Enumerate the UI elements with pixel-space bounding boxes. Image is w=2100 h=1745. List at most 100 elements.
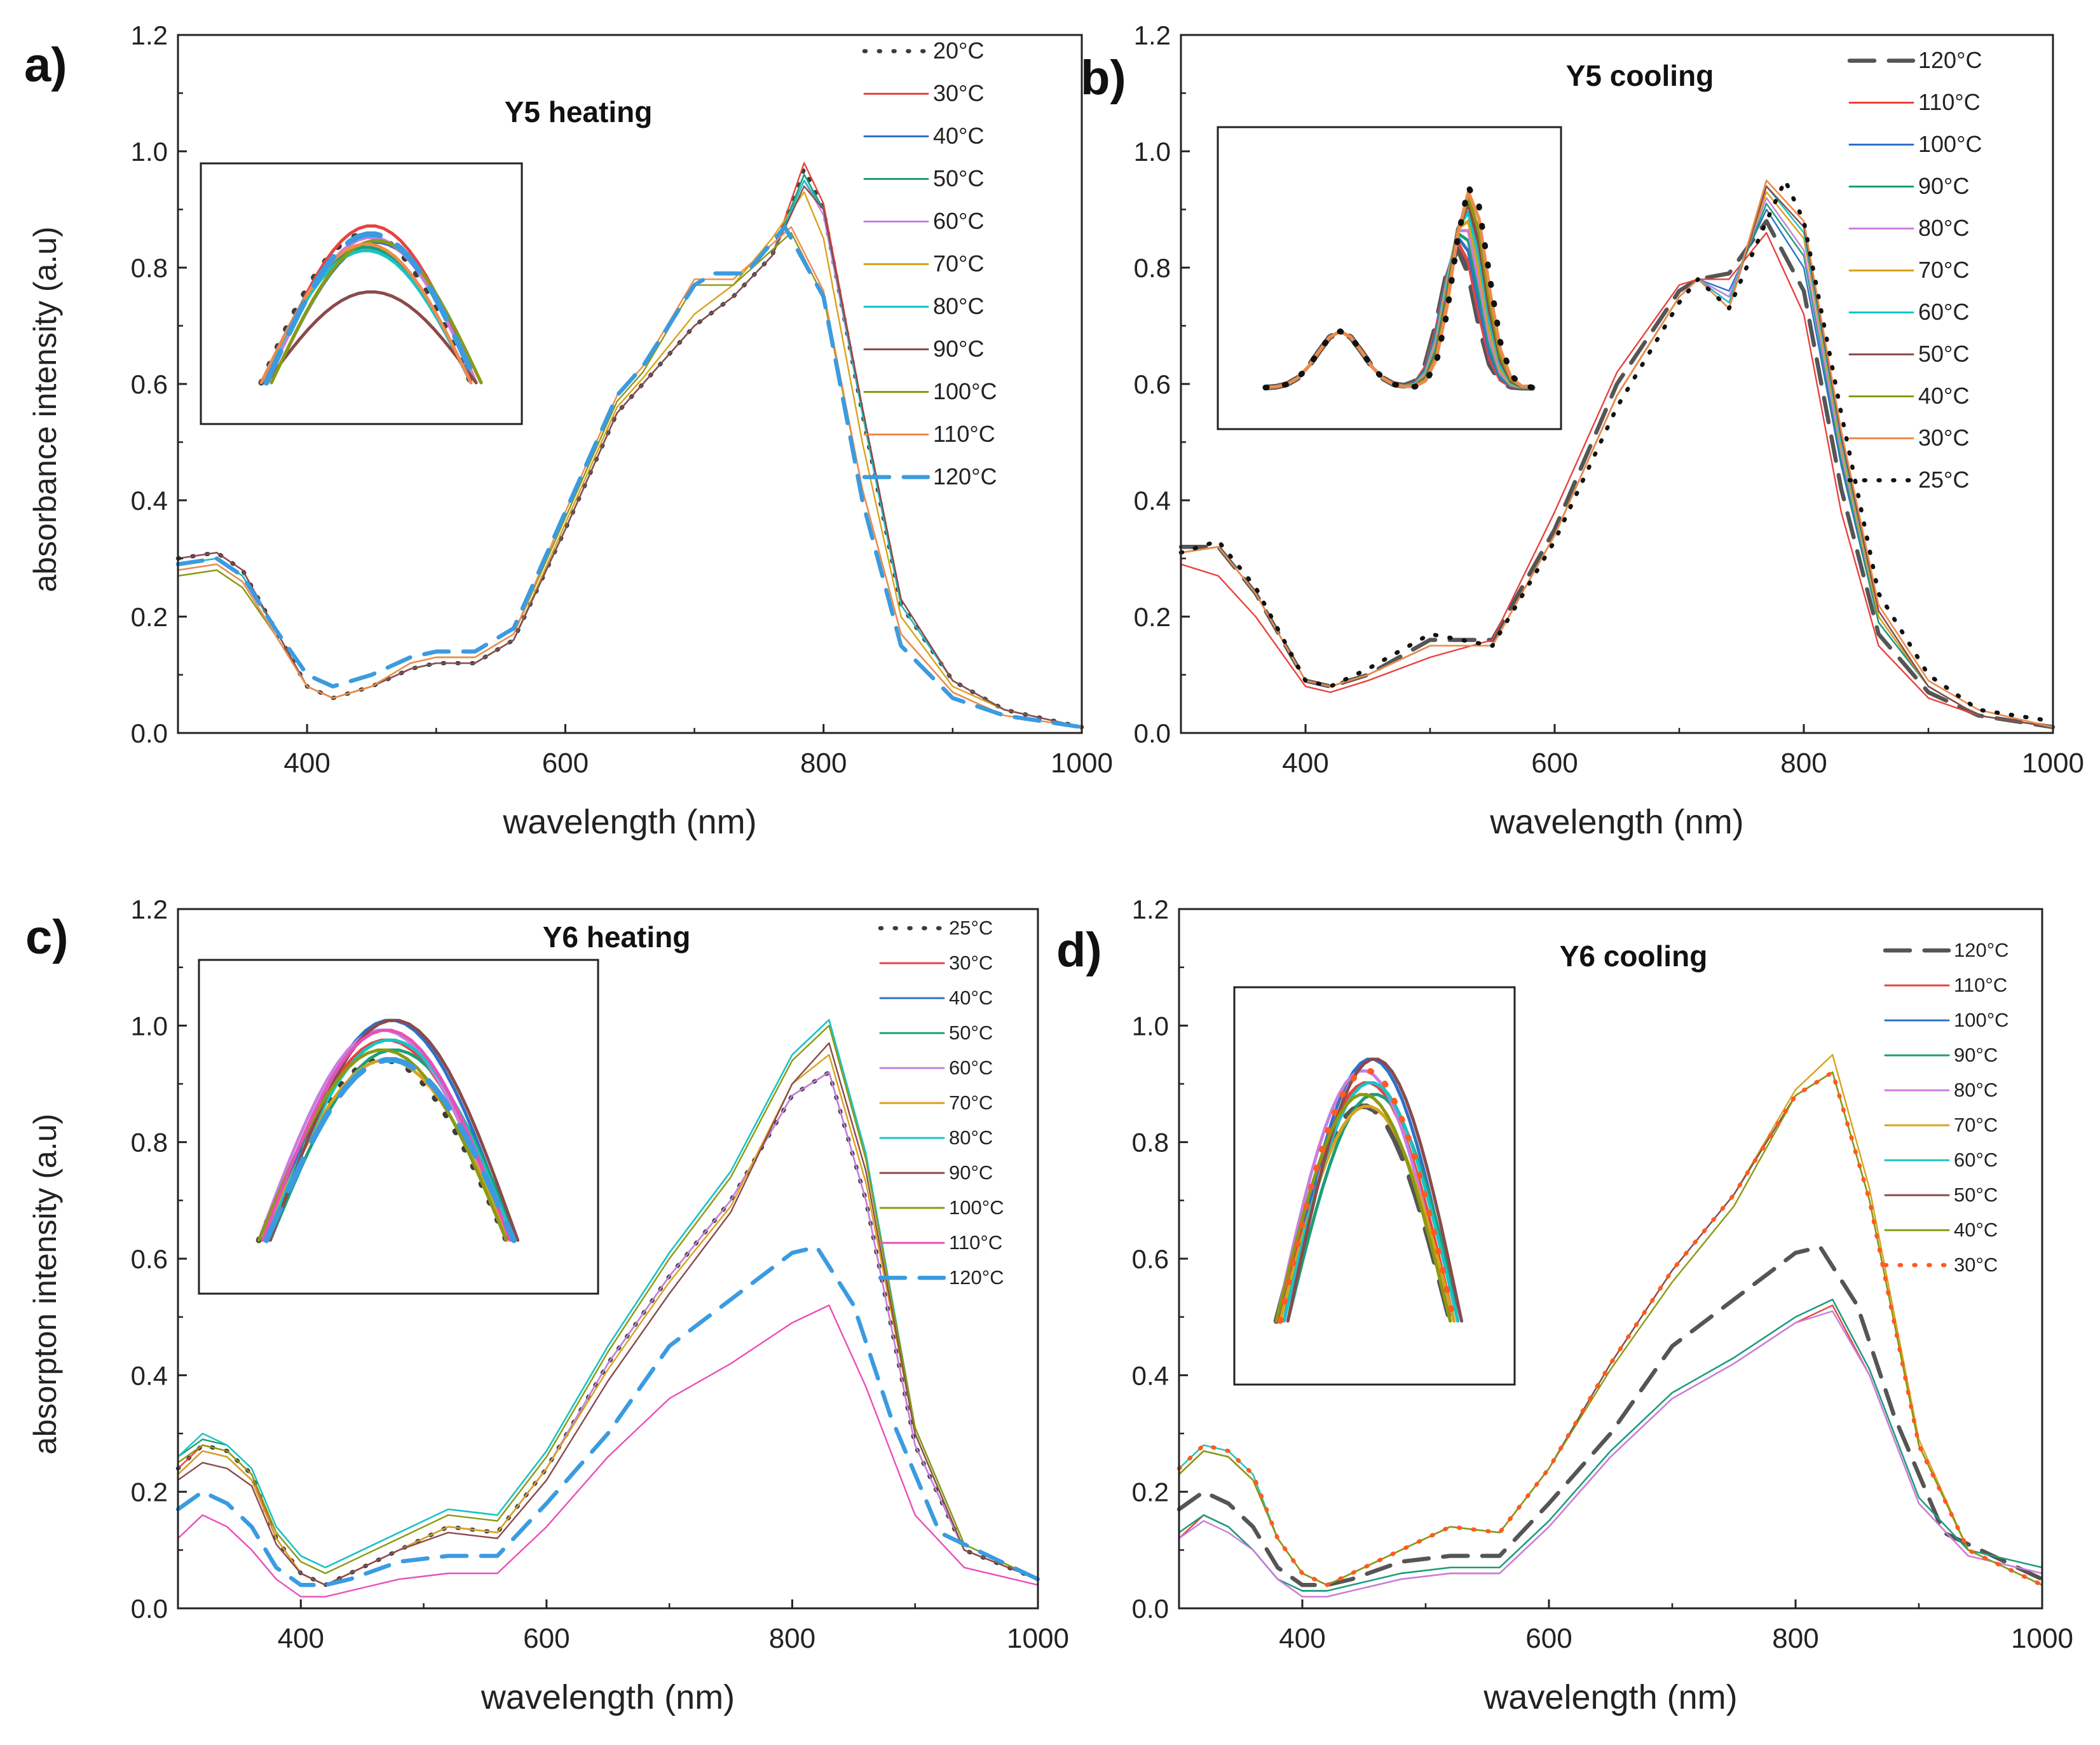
series-line-b-1 (1180, 231, 2054, 729)
x-tick-label: 400 (1282, 748, 1328, 779)
legend-label: 90°C (949, 1161, 993, 1184)
panel-label: b) (1081, 51, 1126, 105)
series-group (175, 162, 1084, 730)
series-line-b-10 (1178, 178, 2056, 723)
series-group (175, 1018, 1040, 1598)
legend-label: 30°C (933, 80, 984, 106)
legend-label: 90°C (1918, 173, 1969, 199)
chart-panel-c: 0.0 0.2 0.4 0.6 0.8 1.0 1.2 400 600 800 1000 wavele… (25, 894, 1069, 1716)
legend-label: 30°C (1954, 1254, 1998, 1276)
legend-label: 40°C (949, 987, 993, 1009)
legend-label: 120°C (933, 463, 997, 489)
legend-label: 30°C (949, 952, 993, 974)
legend-label: 100°C (1954, 1009, 2009, 1031)
x-axis-title: wavelength (nm) (502, 803, 756, 841)
y-axis-title: absorpton intensity (a.u) (27, 1114, 63, 1454)
chart-title: Y6 cooling (1560, 940, 1708, 973)
legend-label: 110°C (949, 1231, 1002, 1254)
x-tick-label: 800 (769, 1623, 815, 1654)
series-line-c-7 (177, 1042, 1039, 1586)
panel-label: a) (24, 38, 67, 92)
legend-label: 40°C (1918, 383, 1969, 409)
x-tick-label: 800 (1780, 748, 1827, 779)
legend-label: 50°C (933, 165, 984, 191)
x-tick-label: 400 (1279, 1623, 1325, 1654)
y-tick-label: 0.4 (1134, 486, 1171, 516)
legend-label: 60°C (949, 1057, 993, 1079)
legend-label: 70°C (933, 250, 984, 277)
inset-line-d-3 (1286, 1093, 1464, 1323)
x-tick-label: 800 (800, 748, 847, 779)
series-line-d-0 (1176, 1245, 2045, 1587)
legend-label: 80°C (949, 1126, 993, 1149)
y-tick-label: 0.0 (131, 718, 168, 748)
chart-title: Y5 heating (505, 95, 653, 128)
series-line-d-4 (1178, 1310, 2043, 1598)
legend-label: 40°C (933, 123, 984, 149)
y-tick-label: 0.8 (1134, 253, 1171, 283)
y-tick-label: 0.4 (1132, 1360, 1169, 1390)
chart-title: Y5 cooling (1566, 59, 1714, 92)
y-tick-label: 0.6 (131, 1244, 168, 1274)
legend-label: 120°C (1954, 939, 2009, 961)
legend-label: 70°C (1918, 257, 1969, 283)
inset-line-d-7 (1286, 1057, 1464, 1323)
y-tick-label: 1.0 (131, 137, 168, 167)
legend: 20°C 30°C 40°C 50°C 60°C 70°C 80°C 90°C 100°C 110… (862, 38, 997, 489)
inset-line-a-8 (269, 239, 483, 385)
legend-label: 80°C (1954, 1079, 1998, 1101)
y-tick-label: 0.4 (131, 486, 168, 516)
inset-line-c-9 (261, 1029, 512, 1242)
y-tick-label: 0.0 (131, 1594, 168, 1624)
x-tick-label: 1000 (2022, 748, 2084, 779)
chart-panel-b: 0.0 0.2 0.4 0.6 0.8 1.0 1.2 400 600 800 1000 wavele… (1081, 20, 2084, 841)
inset-frame (1233, 986, 1516, 1386)
legend-label: 25°C (949, 917, 993, 939)
legend-label: 50°C (1918, 341, 1969, 367)
inset-line-a-0 (258, 231, 474, 386)
legend-label: 120°C (949, 1266, 1004, 1289)
y-tick-label: 0.6 (131, 369, 168, 399)
legend-label: 100°C (949, 1196, 1004, 1219)
legend-label: 110°C (933, 421, 995, 447)
series-line-c-8 (177, 1025, 1039, 1580)
y-tick-label: 1.0 (131, 1011, 168, 1041)
panel-label: d) (1056, 923, 1102, 977)
y-tick-label: 0.4 (131, 1360, 168, 1390)
x-axis-title: wavelength (nm) (1489, 803, 1743, 841)
legend-label: 70°C (949, 1091, 993, 1114)
y-tick-label: 0.2 (131, 1477, 168, 1507)
legend-label: 100°C (933, 378, 997, 404)
y-tick-label: 0.8 (1132, 1128, 1169, 1158)
inset-line-a-7 (264, 290, 478, 385)
series-group (1178, 178, 2056, 730)
chart-panel-a: 0.0 0.2 0.4 0.6 0.8 1.0 1.2 400 600 800 1000 wavele… (24, 20, 1113, 841)
chart-panel-d: 0.0 0.2 0.4 0.6 0.8 1.0 1.2 400 600 800 1000 wavele… (1056, 894, 2073, 1716)
inset (198, 959, 599, 1295)
y-tick-label: 0.2 (1132, 1477, 1169, 1507)
x-tick-label: 1000 (1007, 1623, 1069, 1654)
legend-label: 40°C (1954, 1219, 1998, 1241)
inset (1233, 986, 1516, 1386)
inset-line-b-10 (1262, 184, 1536, 391)
inset-frame (198, 959, 599, 1295)
y-tick-label: 0.8 (131, 1128, 168, 1158)
series-line-d-9 (1176, 1070, 2045, 1587)
chart-title: Y6 heating (543, 920, 691, 954)
y-tick-label: 0.8 (131, 253, 168, 283)
x-axis-title: wavelength (nm) (1483, 1678, 1737, 1716)
series-line-c-6 (177, 1018, 1039, 1580)
x-tick-label: 600 (1525, 1623, 1572, 1654)
series-group (1176, 1053, 2045, 1598)
legend: 25°C 30°C 40°C 50°C 60°C 70°C 80°C 90°C 100°C 110… (878, 917, 1004, 1289)
inset (200, 162, 523, 425)
inset (1217, 126, 1562, 430)
legend-label: 80°C (933, 293, 984, 319)
legend-label: 50°C (1954, 1184, 1998, 1206)
legend-label: 60°C (1954, 1149, 1998, 1171)
legend-label: 120°C (1918, 47, 1982, 73)
y-axis-title: absorbance intensity (a.u) (27, 226, 63, 592)
legend: 120°C 110°C 100°C 90°C 80°C 70°C 60°C 50°C 40°C 3… (1883, 939, 2009, 1276)
legend: 120°C 110°C 100°C 90°C 80°C 70°C 60°C 50°C 40°C 3… (1847, 47, 1982, 493)
